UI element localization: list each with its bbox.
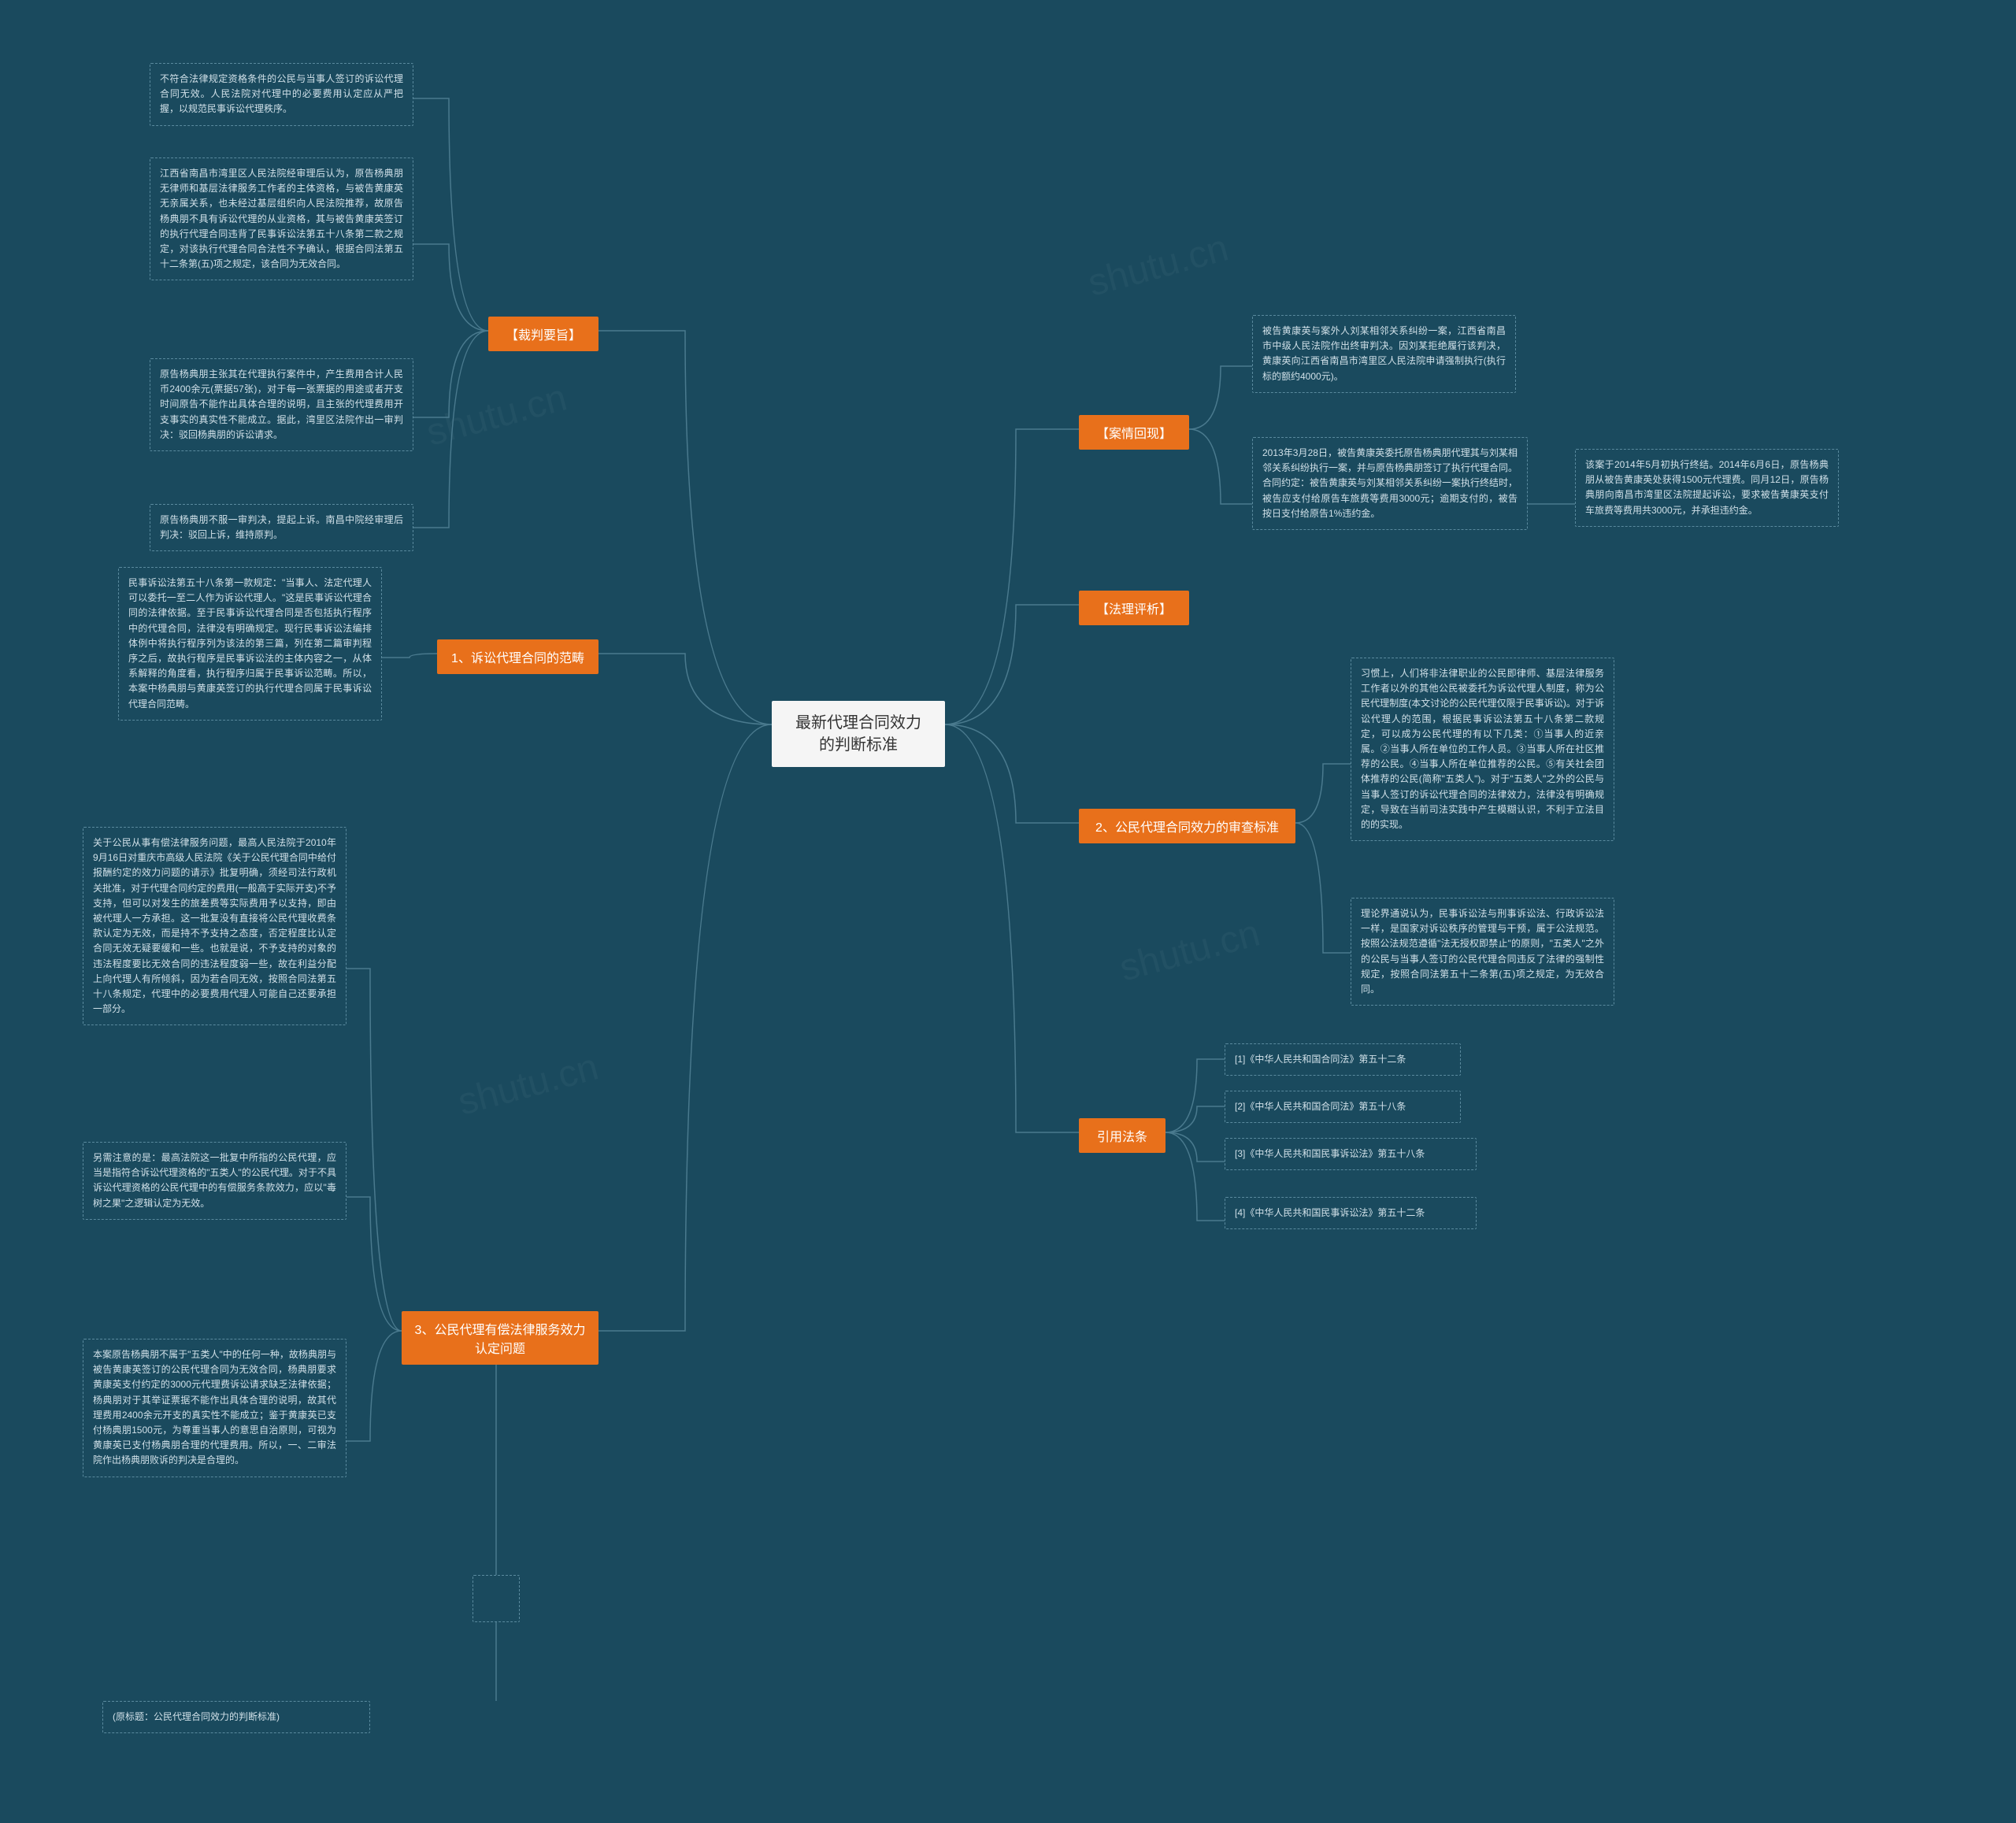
center-node: 最新代理合同效力的判断标准 (772, 701, 945, 767)
leaf-judgment-0: 不符合法律规定资格条件的公民与当事人签订的诉讼代理合同无效。人民法院对代理中的必… (150, 63, 413, 126)
leaf-standard-1: 理论界通说认为，民事诉讼法与刑事诉讼法、行政诉讼法一样，是国家对诉讼秩序的管理与… (1351, 898, 1614, 1006)
branch-paid-service: 3、公民代理有偿法律服务效力认定问题 (402, 1311, 598, 1365)
branch-legal-analysis: 【法理评析】 (1079, 591, 1189, 625)
leaf-judgment-2: 原告杨典朋主张其在代理执行案件中，产生费用合计人民币2400余元(票据57张)，… (150, 358, 413, 451)
leaf-law-1: [2]《中华人民共和国合同法》第五十八条 (1225, 1091, 1461, 1123)
leaf-judgment-3: 原告杨典朋不服一审判决，提起上诉。南昌中院经审理后判决：驳回上诉，维持原判。 (150, 504, 413, 551)
leaf-paid-2: 本案原告杨典朋不属于"五类人"中的任何一种，故杨典朋与被告黄康英签订的公民代理合… (83, 1339, 346, 1477)
leaf-paid-1: 另需注意的是：最高法院这一批复中所指的公民代理，应当是指符合诉讼代理资格的"五类… (83, 1142, 346, 1220)
leaf-law-2: [3]《中华人民共和国民事诉讼法》第五十八条 (1225, 1138, 1477, 1170)
branch-scope: 1、诉讼代理合同的范畴 (437, 639, 598, 674)
branch-case-review: 【案情回现】 (1079, 415, 1189, 450)
leaf-law-3: [4]《中华人民共和国民事诉讼法》第五十二条 (1225, 1197, 1477, 1229)
leaf-case-0: 被告黄康英与案外人刘某相邻关系纠纷一案，江西省南昌市中级人民法院作出终审判决。因… (1252, 315, 1516, 393)
leaf-paid-0: 关于公民从事有偿法律服务问题，最高人民法院于2010年9月16日对重庆市高级人民… (83, 827, 346, 1025)
leaf-empty (472, 1575, 520, 1622)
leaf-footer: (原标题：公民代理合同效力的判断标准) (102, 1701, 370, 1733)
leaf-case-sub-0: 该案于2014年5月初执行终结。2014年6月6日，原告杨典朋从被告黄康英处获得… (1575, 449, 1839, 527)
branch-cited-laws: 引用法条 (1079, 1118, 1166, 1153)
leaf-judgment-1: 江西省南昌市湾里区人民法院经审理后认为，原告杨典朋无律师和基层法律服务工作者的主… (150, 157, 413, 280)
leaf-standard-0: 习惯上，人们将非法律职业的公民即律师、基层法律服务工作者以外的其他公民被委托为诉… (1351, 658, 1614, 841)
branch-judgment-gist: 【裁判要旨】 (488, 317, 598, 351)
leaf-law-0: [1]《中华人民共和国合同法》第五十二条 (1225, 1043, 1461, 1076)
branch-review-standard: 2、公民代理合同效力的审查标准 (1079, 809, 1295, 843)
leaf-case-1: 2013年3月28日，被告黄康英委托原告杨典朋代理其与刘某相邻关系纠纷执行一案，… (1252, 437, 1528, 530)
leaf-scope-0: 民事诉讼法第五十八条第一款规定："当事人、法定代理人可以委托一至二人作为诉讼代理… (118, 567, 382, 721)
